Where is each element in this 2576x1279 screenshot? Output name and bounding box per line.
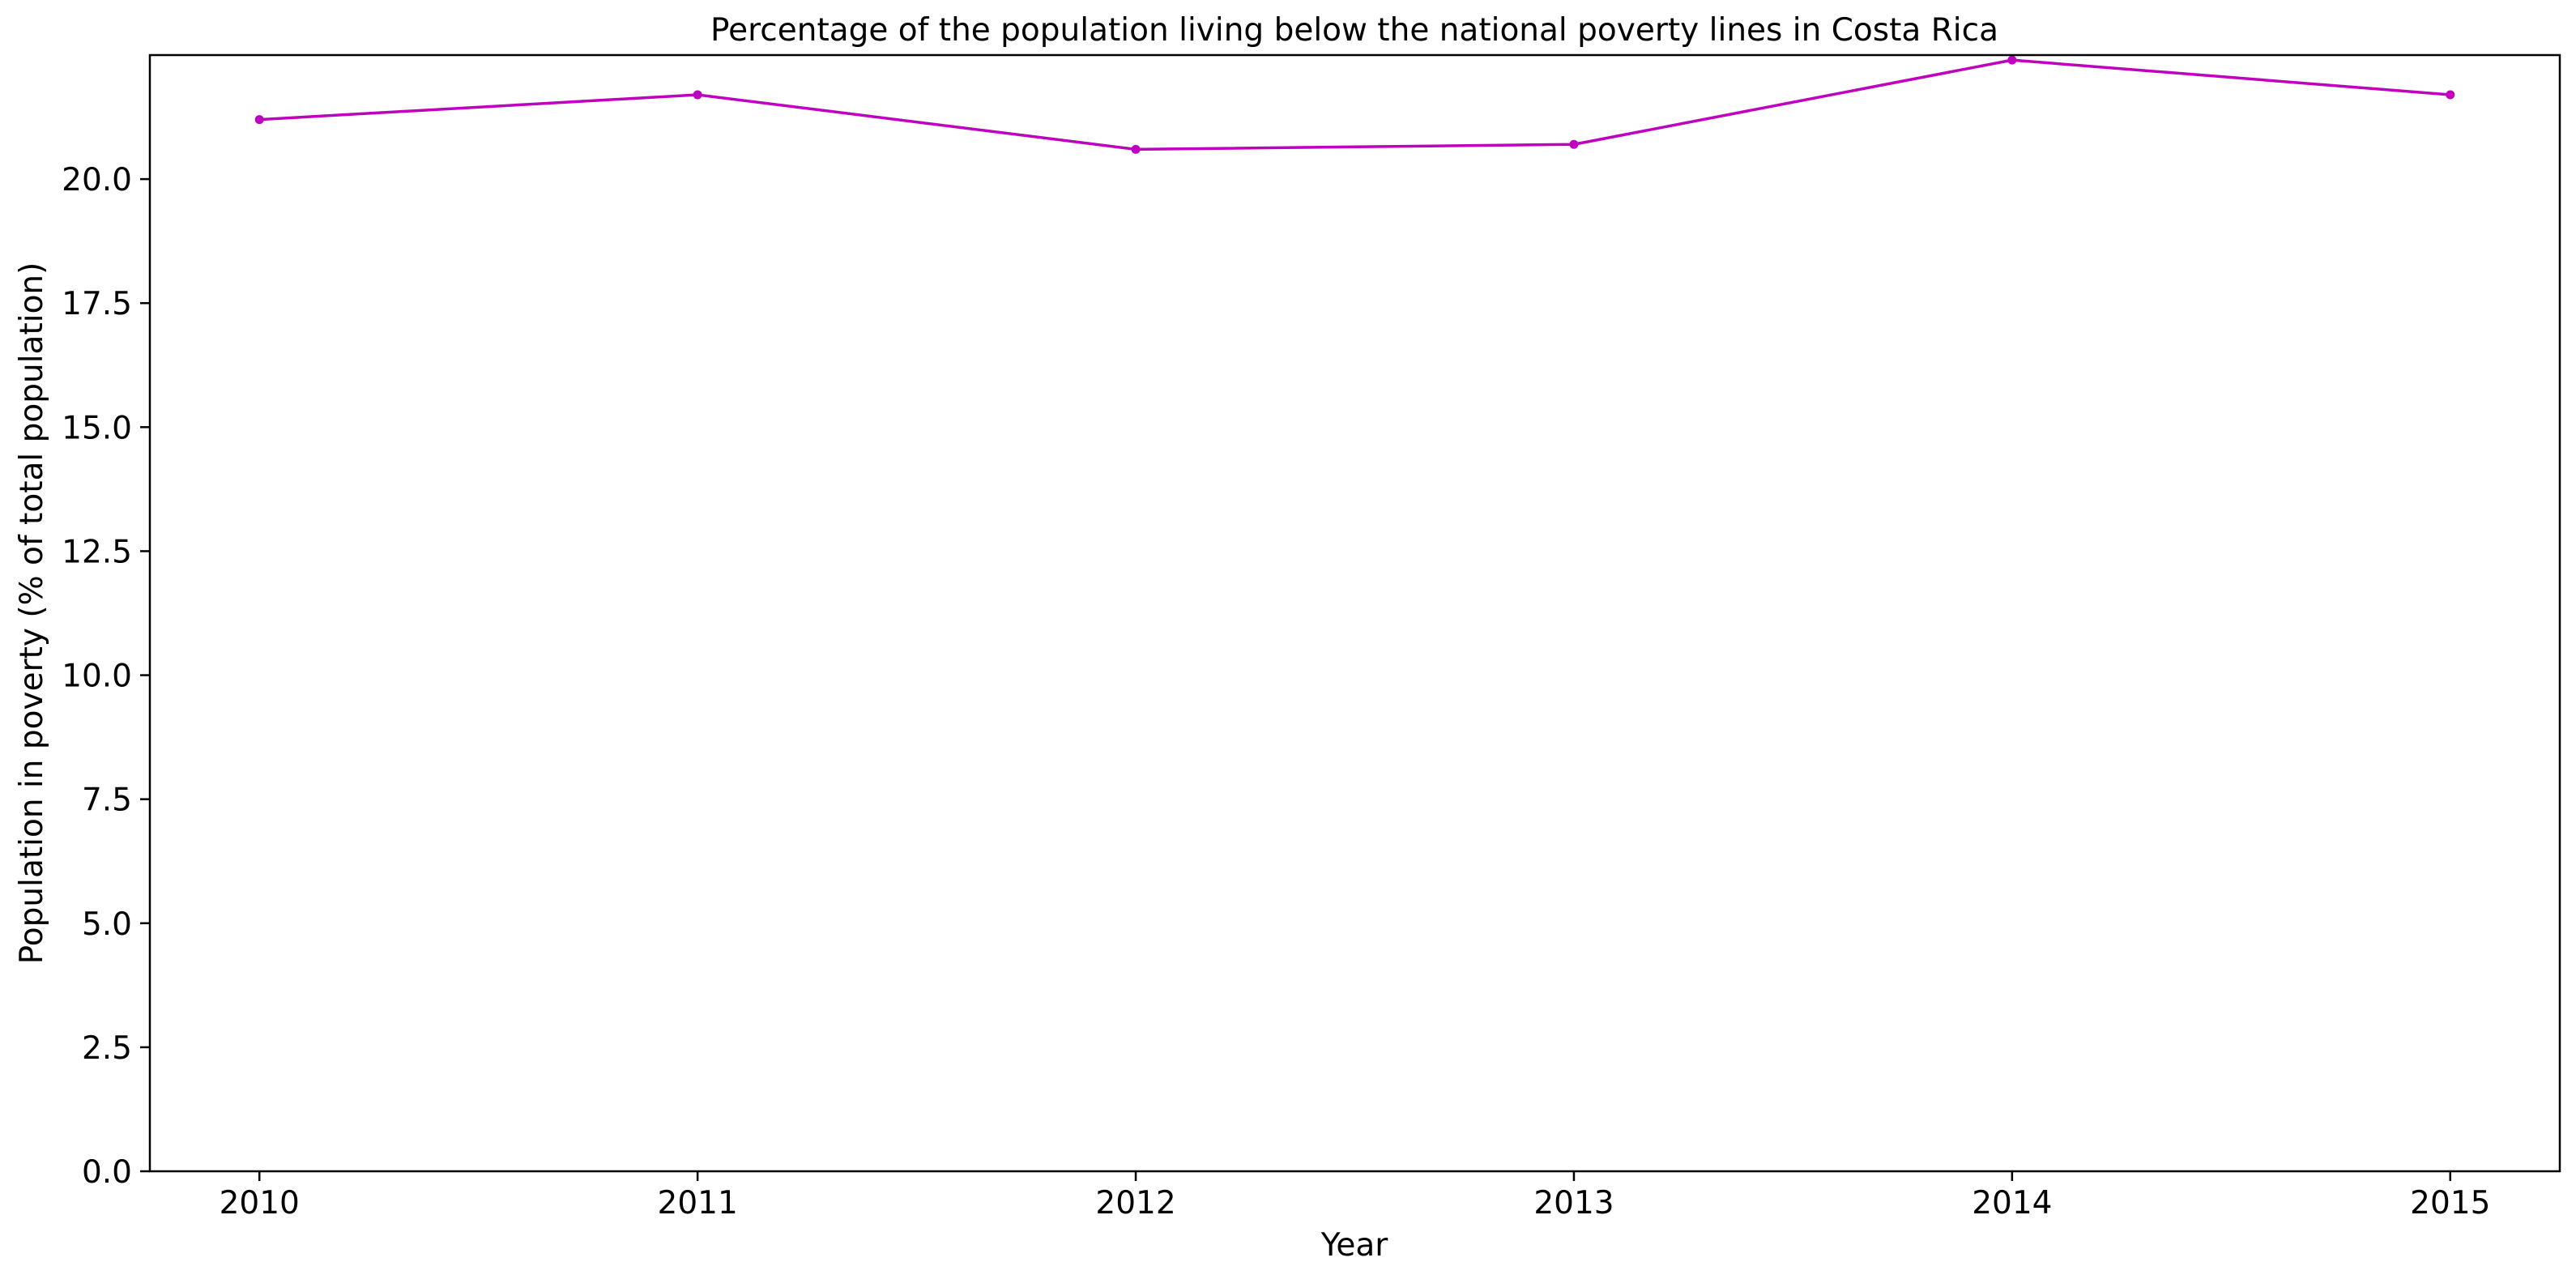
y-tick-label: 5.0: [82, 906, 132, 943]
x-tick-label: 2014: [1972, 1185, 2052, 1221]
y-tick-label: 17.5: [62, 286, 132, 322]
chart-title: Percentage of the population living belo…: [710, 12, 1998, 49]
y-tick-label: 15.0: [62, 410, 132, 446]
data-point: [1131, 144, 1141, 154]
data-point: [2007, 55, 2017, 65]
y-tick-label: 2.5: [82, 1030, 132, 1067]
x-tick-label: 2013: [1533, 1185, 1614, 1221]
x-tick-label: 2012: [1095, 1185, 1175, 1221]
x-tick-label: 2011: [658, 1185, 738, 1221]
series-layer: [254, 55, 2455, 154]
data-point: [254, 115, 264, 125]
y-axis-label: Population in poverty (% of total popula…: [14, 262, 50, 965]
x-tick-label: 2015: [2410, 1185, 2490, 1221]
y-tick-label: 0.0: [82, 1154, 132, 1191]
series-line: [258, 58, 2452, 151]
x-axis-ticks: 2010 2011 2012 2013 2014 2015: [220, 1171, 2490, 1221]
x-axis-label: Year: [1320, 1227, 1389, 1264]
data-point: [693, 90, 702, 100]
y-tick-label: 12.5: [62, 534, 132, 570]
y-axis-ticks: 0.0 2.5 5.0 7.5 10.0 12.5 15.0 17.5 20.0: [62, 162, 150, 1191]
data-point: [1569, 139, 1579, 149]
y-tick-label: 7.5: [82, 782, 132, 819]
x-tick-label: 2010: [220, 1185, 300, 1221]
y-tick-label: 10.0: [62, 659, 132, 695]
y-tick-label: 20.0: [62, 162, 132, 198]
plot-frame: [148, 53, 2561, 1173]
data-point: [2446, 90, 2455, 100]
